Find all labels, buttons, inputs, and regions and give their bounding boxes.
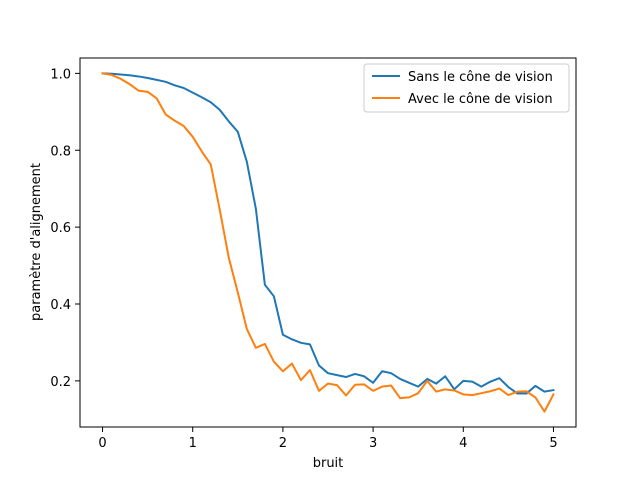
series-layer (101, 72, 555, 413)
legend: Sans le cône de vision Avec le cône de v… (363, 63, 570, 113)
x-axis: 0 1 2 3 4 5 (98, 427, 558, 451)
y-tick-label: 0.8 (50, 144, 71, 159)
y-axis-label: paramètre d'alignement (29, 163, 44, 321)
x-tick-label: 3 (369, 436, 377, 451)
y-tick-label: 1.0 (50, 67, 71, 82)
plot-frame (79, 57, 577, 428)
legend-label-sans: Sans le cône de vision (408, 70, 553, 85)
series-line-0 (101, 72, 555, 395)
x-tick-label: 1 (189, 436, 197, 451)
y-axis: 0.2 0.4 0.6 0.8 1.0 (50, 67, 80, 390)
series-line-1 (101, 72, 555, 413)
x-tick-label: 0 (98, 436, 106, 451)
plot-area (80, 58, 576, 427)
x-tick-label: 4 (459, 436, 467, 451)
y-tick-label: 0.2 (50, 375, 71, 390)
x-axis-label: bruit (313, 456, 344, 471)
y-tick-label: 0.6 (50, 221, 71, 236)
x-tick-label: 5 (549, 436, 557, 451)
legend-box (363, 63, 570, 113)
legend-label-avec: Avec le cône de vision (408, 92, 553, 107)
y-tick-label: 0.4 (50, 298, 71, 313)
x-tick-label: 2 (279, 436, 287, 451)
